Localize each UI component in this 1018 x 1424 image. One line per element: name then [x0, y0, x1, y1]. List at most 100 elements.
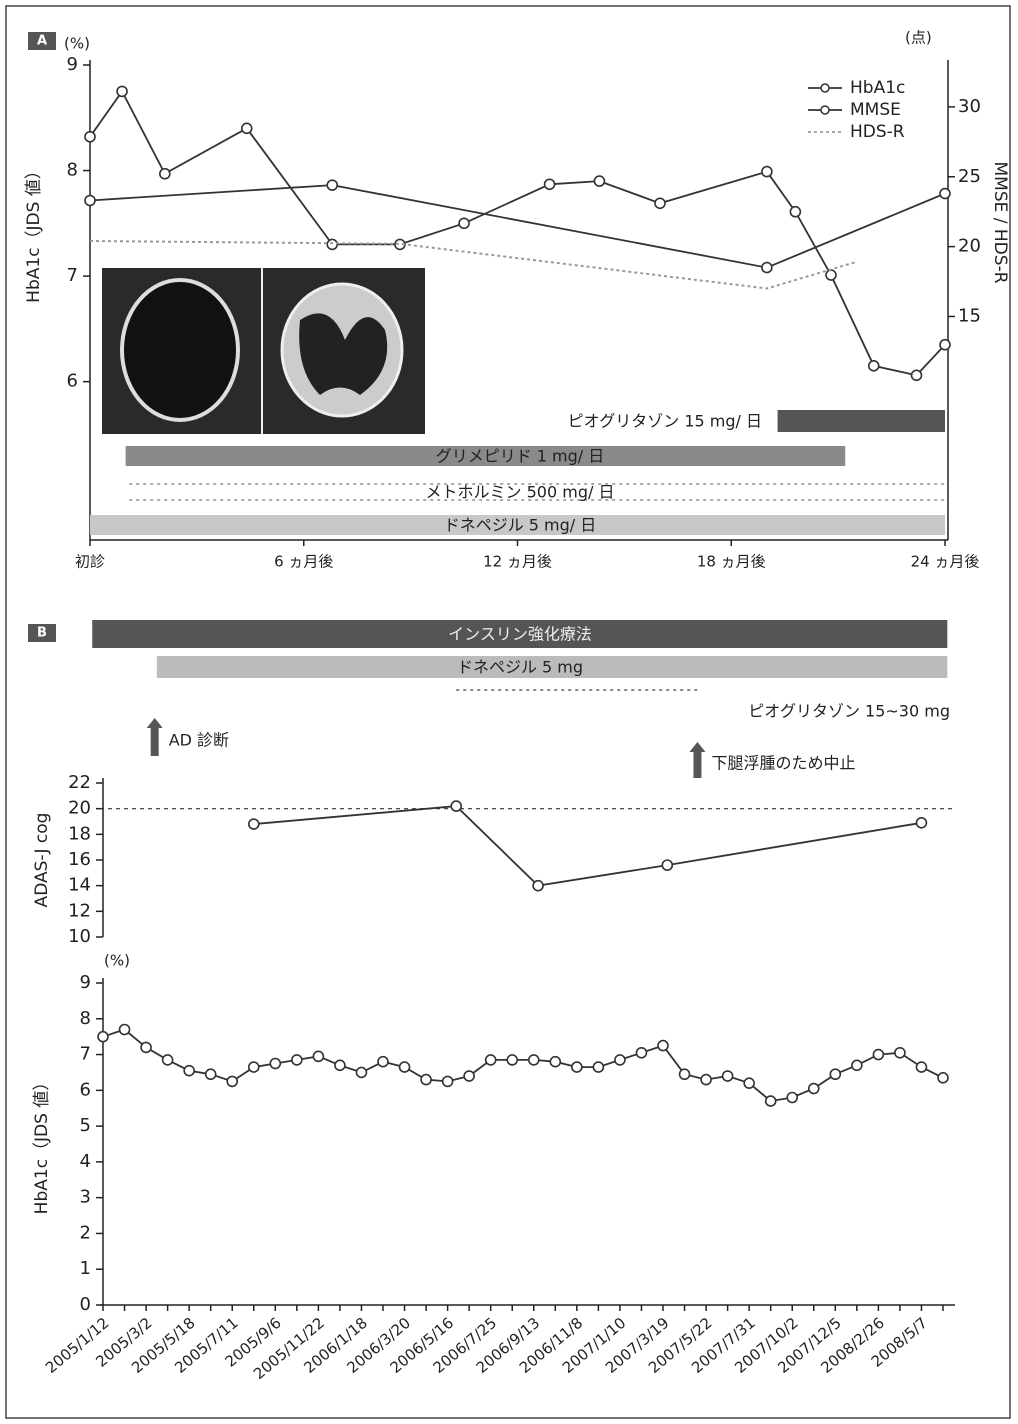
data-point	[723, 1071, 733, 1081]
annotation-text: 下腿浮腫のため中止	[711, 754, 855, 773]
data-point	[594, 176, 604, 186]
data-point	[830, 1069, 840, 1079]
figure: 678915202530A(%)(点)HbA1c（JDS 値）MMSE / HD…	[0, 0, 1018, 1424]
y-unit: (%)	[104, 952, 130, 970]
y2-tick-label: 30	[958, 96, 981, 117]
data-point	[313, 1051, 323, 1061]
data-point	[227, 1076, 237, 1086]
y-tick-label: 22	[68, 772, 91, 793]
series-line	[90, 185, 945, 268]
y2-tick-label: 20	[958, 236, 981, 257]
data-point	[940, 340, 950, 350]
medication-label: ドネペジル 5 mg	[457, 658, 583, 677]
data-point	[529, 1055, 539, 1065]
data-point	[790, 207, 800, 217]
y2-label: MMSE / HDS-R	[990, 161, 1010, 283]
y2-unit: (点)	[905, 29, 932, 47]
medication-label: ピオグリタゾン 15~30 mg	[748, 702, 950, 721]
y-tick-label: 16	[68, 849, 91, 870]
y-tick-label: 7	[67, 265, 78, 286]
y-label: HbA1c（JDS 値）	[24, 162, 44, 303]
data-point	[766, 1096, 776, 1106]
y2-tick-label: 25	[958, 166, 981, 187]
legend-marker	[821, 84, 829, 92]
x-tick-label: 18 ヵ月後	[697, 553, 766, 571]
annotation-text: AD 診断	[169, 731, 229, 750]
data-point	[550, 1057, 560, 1067]
legend-label: HDS-R	[850, 122, 905, 142]
y-unit: (%)	[64, 35, 90, 53]
data-point	[400, 1062, 410, 1072]
data-point	[507, 1055, 517, 1065]
y-tick-label: 8	[67, 160, 78, 181]
data-point	[85, 132, 95, 142]
data-point	[163, 1055, 173, 1065]
data-point	[787, 1092, 797, 1102]
data-point	[120, 1025, 130, 1035]
annotation-arrow	[689, 742, 705, 778]
data-point	[545, 179, 555, 189]
y-tick-label: 9	[67, 54, 78, 75]
series-line	[254, 806, 922, 886]
data-point	[826, 270, 836, 280]
data-point	[160, 169, 170, 179]
data-point	[327, 180, 337, 190]
data-point	[327, 239, 337, 249]
panel-label: A	[37, 34, 47, 49]
legend-label: MMSE	[850, 100, 901, 120]
data-point	[486, 1055, 496, 1065]
y-tick-label: 6	[80, 1079, 91, 1100]
data-point	[655, 198, 665, 208]
data-point	[141, 1042, 151, 1052]
y-tick-label: 7	[80, 1044, 91, 1065]
y-tick-label: 2	[80, 1222, 91, 1243]
data-point	[378, 1057, 388, 1067]
y-tick-label: 3	[80, 1187, 91, 1208]
data-point	[762, 263, 772, 273]
x-tick-label: 6 ヵ月後	[274, 553, 333, 571]
data-point	[117, 86, 127, 96]
data-point	[852, 1060, 862, 1070]
data-point	[270, 1059, 280, 1069]
data-point	[940, 189, 950, 199]
x-tick-label: 初診	[75, 553, 105, 571]
medication-label: グリメピリド 1 mg/ 日	[436, 447, 605, 466]
panel-label: B	[37, 626, 47, 641]
data-point	[916, 818, 926, 828]
data-point	[662, 860, 672, 870]
legend-marker	[821, 106, 829, 114]
data-point	[938, 1073, 948, 1083]
data-point	[184, 1066, 194, 1076]
data-point	[873, 1050, 883, 1060]
data-point	[636, 1048, 646, 1058]
data-point	[593, 1062, 603, 1072]
data-point	[744, 1078, 754, 1088]
data-point	[249, 1062, 259, 1072]
data-point	[242, 123, 252, 133]
data-point	[249, 819, 259, 829]
data-point	[356, 1067, 366, 1077]
y-tick-label: 8	[80, 1008, 91, 1029]
y-tick-label: 5	[80, 1115, 91, 1136]
data-point	[762, 167, 772, 177]
data-point	[895, 1048, 905, 1058]
ct-image	[102, 268, 425, 434]
data-point	[869, 361, 879, 371]
y-tick-label: 20	[68, 798, 91, 819]
x-tick-label: 24 ヵ月後	[911, 553, 980, 571]
data-point	[680, 1069, 690, 1079]
medication-label: メトホルミン 500 mg/ 日	[426, 483, 615, 502]
data-point	[98, 1032, 108, 1042]
data-point	[572, 1062, 582, 1072]
y-tick-label: 14	[68, 875, 91, 896]
data-point	[464, 1071, 474, 1081]
y-label: HbA1c（JDS 値）	[32, 1074, 52, 1215]
y-label: ADAS-J cog	[32, 813, 52, 908]
data-point	[615, 1055, 625, 1065]
data-point	[85, 196, 95, 206]
data-point	[533, 881, 543, 891]
y-tick-label: 4	[80, 1151, 91, 1172]
data-point	[443, 1076, 453, 1086]
legend-label: HbA1c	[850, 78, 905, 98]
y-tick-label: 0	[80, 1294, 91, 1315]
